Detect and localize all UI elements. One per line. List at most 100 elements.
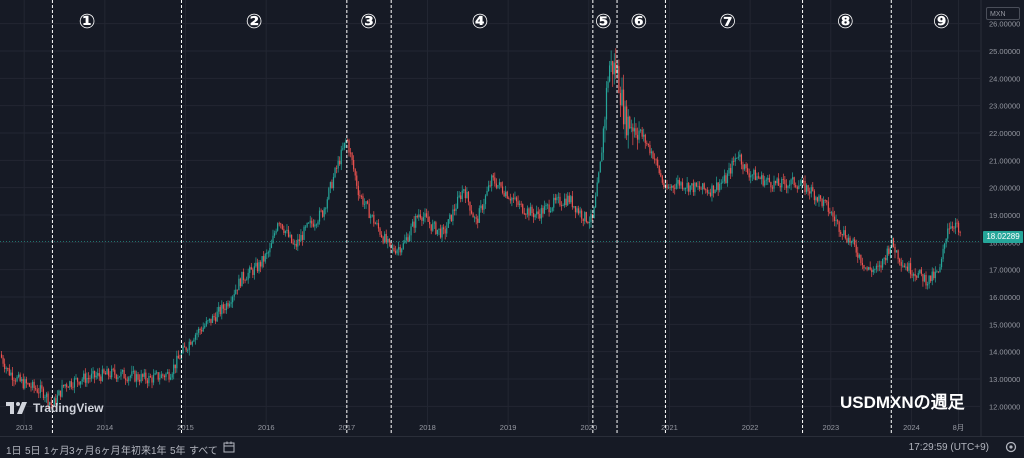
- candle-body: [13, 380, 15, 381]
- candle-body: [72, 386, 74, 388]
- candle-body: [743, 164, 746, 170]
- candle-body: [830, 212, 833, 214]
- candle-body: [939, 267, 941, 273]
- candle-body: [678, 179, 680, 186]
- candle-body: [134, 370, 136, 382]
- candle-body: [559, 196, 561, 206]
- gear-icon[interactable]: [1004, 440, 1018, 454]
- candle-body: [821, 198, 823, 206]
- candle-body: [286, 229, 288, 231]
- candle-body: [39, 385, 41, 393]
- candle-body: [256, 262, 259, 272]
- candle-body: [906, 266, 909, 271]
- candle-body: [500, 182, 502, 187]
- candle-body: [345, 140, 347, 143]
- x-tick-label: 2019: [500, 423, 517, 432]
- candle-body: [660, 173, 662, 177]
- candle-body: [114, 369, 116, 375]
- range-button-5d[interactable]: 5日: [25, 446, 41, 457]
- calendar-icon[interactable]: [222, 440, 236, 454]
- candle-body: [950, 226, 952, 229]
- symbol-indicator[interactable]: MXN: [986, 7, 1020, 20]
- candle-body: [152, 374, 155, 383]
- candle-body: [908, 263, 910, 271]
- candle-body: [585, 212, 587, 223]
- candle-body: [553, 197, 555, 208]
- candle-body: [669, 187, 671, 188]
- candle-body: [146, 380, 148, 384]
- candle-body: [357, 185, 359, 196]
- candle-body: [275, 230, 277, 234]
- candle-body: [889, 247, 891, 254]
- chart-watermark: USDMXNの週足: [840, 393, 965, 412]
- candle-body: [86, 377, 88, 383]
- candle-body: [495, 183, 497, 188]
- candle-body: [778, 178, 780, 186]
- phase-label: ⑧: [837, 9, 854, 33]
- y-tick-label: 23.00000: [989, 102, 1020, 111]
- candle-body: [204, 325, 206, 328]
- candle-body: [7, 368, 9, 369]
- range-button-1d[interactable]: 1日: [6, 446, 22, 457]
- candle-body: [27, 383, 29, 385]
- candle-body: [917, 273, 919, 278]
- candle-body: [542, 208, 544, 214]
- candle-body: [720, 182, 722, 184]
- candle-body: [596, 182, 598, 197]
- candle-body: [508, 198, 510, 200]
- range-button-5y[interactable]: 5年: [170, 446, 186, 457]
- candle-body: [684, 188, 687, 190]
- candle-body: [407, 237, 409, 242]
- candle-body: [101, 369, 103, 381]
- candle-body: [371, 214, 373, 216]
- candle-body: [31, 381, 34, 388]
- candle-body: [415, 215, 417, 228]
- candle-body: [464, 189, 466, 199]
- candle-body: [263, 256, 265, 262]
- candle-body: [166, 372, 169, 374]
- candle-body: [757, 176, 760, 178]
- candle-body: [14, 380, 17, 382]
- candle-body: [227, 303, 229, 307]
- candle-body: [740, 154, 743, 165]
- range-button-1m[interactable]: 1ヶ月: [44, 446, 70, 457]
- candle-body: [729, 168, 732, 174]
- candle-body: [107, 369, 110, 376]
- candle-body: [546, 204, 549, 206]
- candle-body: [501, 186, 504, 193]
- candle-body: [61, 384, 63, 397]
- candle-body: [284, 230, 287, 234]
- candle-body: [353, 159, 355, 170]
- candle-body: [470, 210, 473, 214]
- candle-body: [525, 214, 527, 216]
- range-button-1y[interactable]: 1年: [151, 446, 167, 457]
- candle-body: [399, 247, 401, 253]
- candle-body: [788, 184, 791, 186]
- clock-timezone[interactable]: 17:29:59 (UTC+9): [908, 442, 989, 453]
- range-button-all[interactable]: すべて: [189, 446, 218, 457]
- candle-body: [812, 187, 814, 192]
- candle-body: [773, 180, 775, 189]
- candle-body: [920, 269, 922, 274]
- candle-body: [171, 374, 173, 378]
- candle-body: [135, 374, 138, 382]
- candle-body: [900, 261, 902, 266]
- range-button-ytd[interactable]: 年初来: [121, 446, 151, 457]
- candle-body: [849, 237, 851, 243]
- candle-body: [115, 374, 117, 379]
- candle-body: [587, 222, 589, 224]
- candle-body: [835, 220, 837, 222]
- candle-body: [874, 269, 876, 271]
- range-button-3m[interactable]: 3ヶ月: [69, 446, 95, 457]
- candle-body: [418, 214, 420, 218]
- range-button-6m[interactable]: 6ヶ月: [95, 446, 121, 457]
- x-tick-label: 2024: [903, 423, 920, 432]
- candle-body: [762, 175, 764, 186]
- candle-body: [650, 151, 653, 154]
- candle-body: [708, 192, 710, 194]
- candle-body: [819, 195, 822, 199]
- candle-body: [717, 182, 719, 191]
- y-tick-label: 17.00000: [989, 266, 1020, 275]
- y-tick-label: 22.00000: [989, 129, 1020, 138]
- price-chart[interactable]: 12.00000 13.00000 14.00000 15.00000 16.00000…: [0, 0, 1024, 436]
